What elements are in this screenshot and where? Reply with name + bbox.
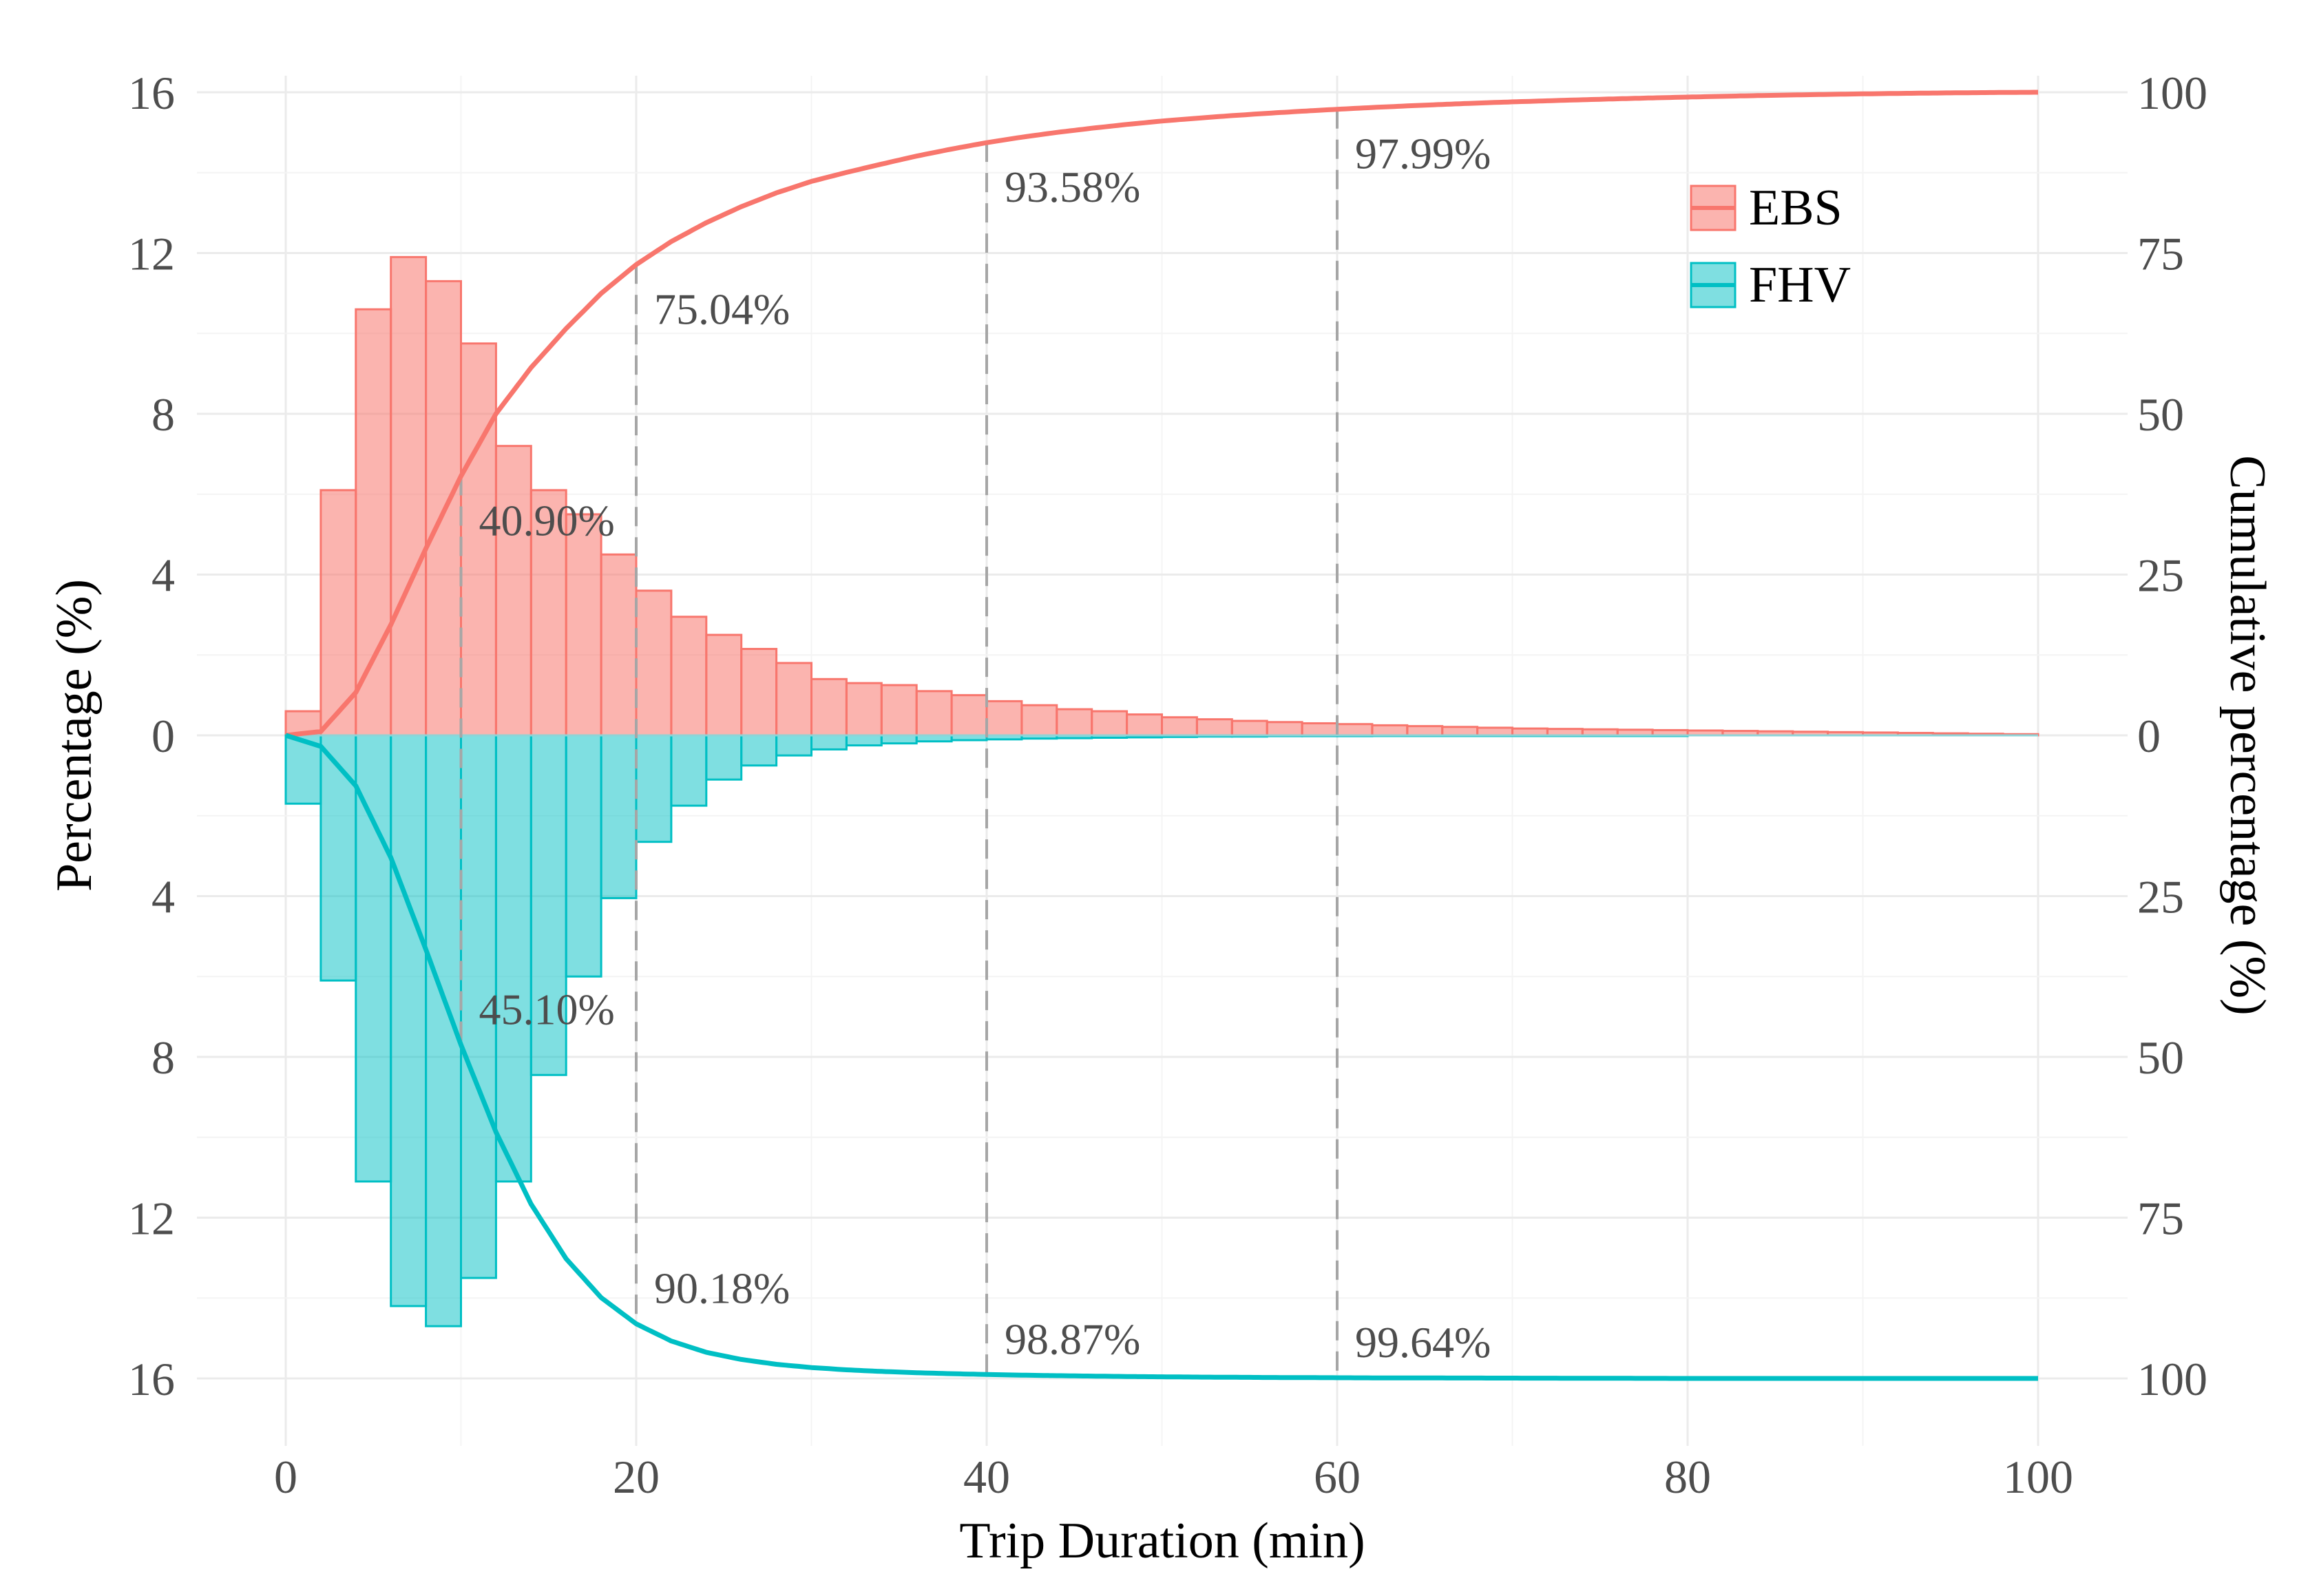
bar-ebs xyxy=(705,633,743,737)
bar-ebs xyxy=(355,308,392,737)
reference-lines xyxy=(459,109,1339,1378)
bar-ebs xyxy=(845,682,883,737)
bar-fhv xyxy=(880,734,918,745)
cumulative-curve-ebs xyxy=(285,90,2038,738)
bar-ebs xyxy=(740,647,778,737)
bar-ebs xyxy=(1195,718,1233,737)
x-tick-label: 100 xyxy=(2003,1451,2073,1503)
bar-fhv xyxy=(600,734,638,899)
bar-fhv xyxy=(355,734,392,1183)
annotation-ebs: 75.04% xyxy=(654,284,790,333)
bar-fhv xyxy=(565,734,602,978)
bar-fhv xyxy=(705,734,743,781)
bar-fhv xyxy=(810,734,848,750)
bar-ebs xyxy=(1091,710,1129,737)
x-tick-label: 80 xyxy=(1664,1451,1711,1503)
bar-fhv xyxy=(319,734,357,982)
bar-ebs xyxy=(635,589,673,737)
y-right-tick-label: 75 xyxy=(2137,1193,2184,1245)
bar-ebs xyxy=(529,489,567,737)
y-right-tick-label: 50 xyxy=(2137,388,2184,441)
bar-ebs xyxy=(1126,713,1163,737)
x-tick-label: 20 xyxy=(613,1451,660,1503)
bar-ebs xyxy=(1230,720,1268,737)
bar-ebs xyxy=(1020,704,1058,737)
cumulative-curves xyxy=(284,90,2038,1381)
bar-ebs xyxy=(1336,723,1374,737)
y-right-tick-label: 0 xyxy=(2137,710,2161,762)
y-left-tick-label: 16 xyxy=(128,1353,175,1405)
bar-ebs xyxy=(775,662,812,737)
annotation-ebs: 40.90% xyxy=(479,496,615,545)
y-left-tick-label: 12 xyxy=(128,228,175,280)
bar-fhv xyxy=(740,734,778,767)
annotation-fhv: 98.87% xyxy=(1005,1314,1140,1363)
legend: EBS FHV xyxy=(1690,180,1851,313)
annotation-fhv: 45.10% xyxy=(479,985,615,1033)
y-right-tick-label: 100 xyxy=(2137,67,2207,119)
x-tick-label: 60 xyxy=(1314,1451,1361,1503)
bar-ebs xyxy=(565,513,602,737)
legend-label-ebs: EBS xyxy=(1749,180,1843,236)
y-right-tick-label: 25 xyxy=(2137,871,2184,923)
bar-fhv xyxy=(529,734,567,1076)
y-left-tick-label: 12 xyxy=(128,1193,175,1245)
bar-ebs xyxy=(950,694,988,737)
bar-ebs xyxy=(880,684,918,737)
annotation-fhv: 90.18% xyxy=(654,1264,790,1313)
bar-fhv xyxy=(670,734,708,807)
bar-ebs xyxy=(810,678,848,737)
bar-ebs xyxy=(1371,724,1409,737)
bar-fhv xyxy=(845,734,883,747)
y-right-tick-label: 100 xyxy=(2137,1353,2207,1405)
y-left-tick-label: 4 xyxy=(151,871,175,923)
bar-fhv xyxy=(775,734,812,757)
bar-ebs xyxy=(915,690,953,737)
bar-ebs xyxy=(1266,721,1303,737)
y-right-tick-label: 25 xyxy=(2137,549,2184,602)
x-tick-label: 0 xyxy=(274,1451,297,1503)
bar-ebs xyxy=(670,616,708,737)
y-left-axis-title: Percentage (%) xyxy=(46,579,103,892)
y-left-tick-label: 0 xyxy=(151,710,175,762)
bar-fhv xyxy=(494,734,532,1183)
bar-ebs xyxy=(1441,726,1479,737)
y-right-tick-label: 75 xyxy=(2137,228,2184,280)
legend-label-fhv: FHV xyxy=(1749,257,1851,313)
y-right-axis-title: Cumulative percentage (%) xyxy=(2219,455,2276,1016)
bar-ebs xyxy=(494,445,532,737)
bar-ebs xyxy=(460,342,497,737)
bar-ebs xyxy=(1161,716,1198,737)
y-left-tick-label: 4 xyxy=(151,549,175,602)
cumulative-annotations: 40.90% 75.04% 93.58% 97.99% 45.10% 90.18% 98.8… xyxy=(479,129,1491,1367)
bar-ebs xyxy=(390,255,428,737)
bar-ebs xyxy=(1406,725,1444,737)
x-axis-title: Trip Duration (min) xyxy=(959,1513,1365,1569)
x-tick-label: 40 xyxy=(963,1451,1010,1503)
bar-fhv xyxy=(635,734,673,843)
cumulative-curve-fhv xyxy=(284,733,2038,1381)
annotation-fhv: 99.64% xyxy=(1355,1318,1491,1367)
y-left-tick-label: 16 xyxy=(128,67,175,119)
annotation-ebs: 93.58% xyxy=(1005,162,1140,211)
bar-ebs xyxy=(985,700,1023,737)
axes: Trip Duration (min) Percentage (%) Cumul… xyxy=(46,67,2276,1569)
y-right-tick-label: 50 xyxy=(2137,1031,2184,1084)
bar-fhv xyxy=(390,734,428,1308)
bar-ebs xyxy=(1056,708,1093,737)
y-left-tick-label: 8 xyxy=(151,388,175,441)
annotation-ebs: 97.99% xyxy=(1355,129,1491,178)
bar-ebs xyxy=(1476,726,1514,737)
bar-ebs xyxy=(1301,722,1339,737)
y-left-tick-label: 8 xyxy=(151,1031,175,1084)
bar-ebs xyxy=(600,553,638,737)
